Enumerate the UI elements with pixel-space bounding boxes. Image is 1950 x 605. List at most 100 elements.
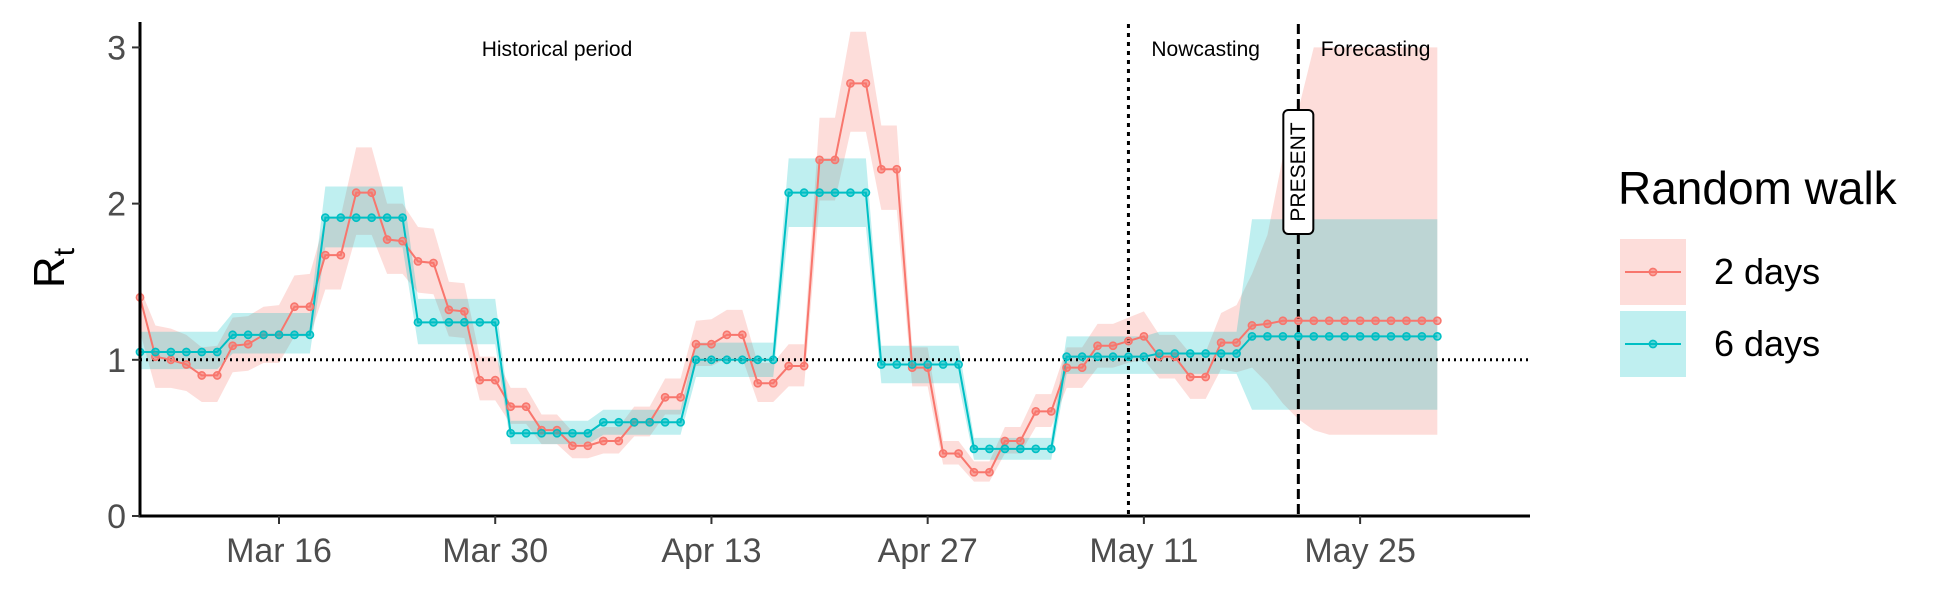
period-label-historical-period: Historical period [482,38,633,61]
point-6-days [1015,444,1025,454]
point-2-days [320,250,330,260]
point-6-days [320,213,330,223]
y-axis-title-main: R [25,256,74,288]
point-6-days [305,330,315,340]
point-2-days [382,235,392,244]
point-6-days [351,213,361,223]
point-6-days [645,417,655,427]
point-2-days [367,188,377,198]
point-2-days [691,339,701,349]
point-2-days [351,188,361,198]
point-6-days [212,347,222,357]
point-2-days [1340,316,1350,326]
point-6-days [1309,331,1319,341]
x-tick-label: Mar 30 [442,532,548,570]
axes: 0 1 2 3 Mar 16 Mar 30 Apr 13 Apr 27 May 11 May 25… [25,22,1530,570]
point-6-days [290,330,299,340]
x-tick-label: May 25 [1304,532,1416,570]
x-tick-label: Apr 13 [661,532,761,570]
point-2-days [938,449,948,458]
point-6-days [923,360,933,369]
point-2-days [197,371,207,380]
point-6-days [537,428,546,438]
legend: Random walk 2 days 6 days [1618,162,1898,377]
point-2-days [969,467,979,477]
point-6-days [954,360,963,369]
point-6-days [614,417,624,427]
point-2-days [1263,319,1272,329]
y-tick-label: 2 [107,186,126,224]
point-2-days [753,378,763,388]
point-6-days [459,317,469,327]
point-2-days [1139,331,1149,341]
point-6-days [722,355,732,365]
point-2-days [876,164,886,174]
point-2-days [1402,316,1411,326]
point-6-days [1046,444,1056,454]
point-6-days [429,317,438,327]
point-6-days [413,317,423,327]
period-label-forecasting: Forecasting [1321,38,1431,61]
point-2-days [1093,341,1102,351]
point-6-days [243,330,253,340]
point-2-days [1309,316,1319,326]
point-2-days [676,392,685,402]
point-2-days [444,305,454,315]
point-6-days [228,330,238,340]
point-6-days [1093,352,1102,362]
point-2-days [1232,338,1241,348]
point-2-days [521,402,531,412]
reference-lines [140,24,1530,516]
point-6-days [1278,331,1288,341]
point-2-days [1046,406,1056,416]
y-tick-label: 1 [107,342,126,380]
point-6-days [892,360,902,369]
point-6-days [815,188,824,198]
present-tag-label: PRESENT [1287,122,1310,221]
point-6-days [907,360,917,369]
point-2-days [243,339,253,349]
point-2-days [660,392,670,402]
point-2-days [459,306,469,316]
point-6-days [1124,352,1133,362]
point-6-days [768,355,778,365]
point-6-days [1340,331,1350,341]
point-2-days [166,355,176,365]
point-2-days [1062,363,1072,373]
point-6-days [660,417,670,427]
point-6-days [444,317,454,327]
point-2-days [1216,338,1226,348]
point-2-days [475,375,485,385]
point-2-days [212,371,222,380]
period-annotations: Historical period Nowcasting Forecasting PR… [482,38,1431,235]
point-2-days [1386,316,1396,326]
point-2-days [1185,372,1195,382]
point-2-days [1432,316,1442,326]
point-6-days [1108,352,1118,362]
point-6-days [861,188,871,198]
y-axis-title-subscript: t [48,247,81,256]
point-2-days [1293,316,1303,326]
point-6-days [506,428,516,438]
point-6-days [1293,331,1303,341]
point-2-days [1371,316,1380,326]
point-2-days [815,155,824,165]
point-2-days [1124,336,1133,346]
point-2-days [228,341,238,351]
point-6-days [753,355,763,365]
point-6-days [552,428,562,438]
point-6-days [1247,331,1257,341]
x-tick-label: Mar 16 [226,532,332,570]
point-6-days [521,428,531,438]
point-6-days [166,347,176,357]
legend-label-2-days: 2 days [1714,251,1820,292]
point-6-days [1386,331,1396,341]
point-2-days [506,402,516,412]
point-6-days [876,360,886,369]
point-6-days [629,417,639,427]
point-2-days [1247,321,1257,330]
point-2-days [305,302,315,312]
point-6-days [830,188,840,198]
point-2-days [784,361,794,371]
point-2-days [1000,436,1010,446]
